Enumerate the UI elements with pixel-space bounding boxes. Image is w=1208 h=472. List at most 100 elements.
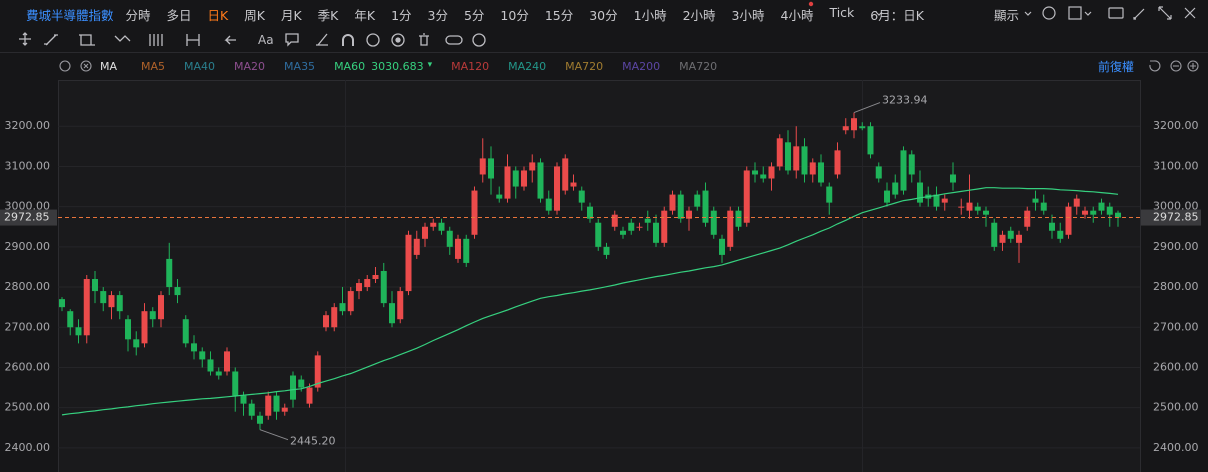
candle-body <box>149 311 156 320</box>
move-icon[interactable] <box>19 32 31 46</box>
ma-legend-item[interactable]: MA120 <box>451 59 490 73</box>
dropdown-caret[interactable] <box>875 11 883 16</box>
candle-body <box>562 158 569 191</box>
candle-body <box>158 295 164 320</box>
period-tab[interactable]: 4小時 <box>780 7 814 23</box>
y-tick-label-left: 2400.00 <box>5 441 51 454</box>
ma-legend-item[interactable]: MA5 <box>141 59 166 73</box>
y-tick-label-left: 2600.00 <box>5 360 51 373</box>
candle-body <box>521 170 527 187</box>
layout-icon[interactable] <box>1068 6 1082 20</box>
line-tool-icon[interactable] <box>44 34 58 46</box>
ma-legend-item[interactable]: MA720 <box>565 59 604 73</box>
candle-body <box>694 194 701 207</box>
note-tool-icon[interactable] <box>285 33 299 47</box>
camera-icon[interactable] <box>1108 7 1124 19</box>
period-tab[interactable]: 3小時 <box>731 7 765 23</box>
candle-body <box>801 146 808 175</box>
zoom-out-icon[interactable] <box>1170 60 1182 72</box>
instrument-title[interactable]: 費城半導體指數 <box>26 7 114 23</box>
lock-icon[interactable] <box>366 33 380 47</box>
y-tick-label-right: 2400.00 <box>1153 441 1199 454</box>
fib-tool-icon[interactable] <box>149 34 163 46</box>
ma-legend-item[interactable]: MA40 <box>184 59 216 73</box>
indicator-name[interactable]: MA <box>100 59 118 73</box>
link-icon[interactable] <box>445 35 463 45</box>
settings-icon[interactable] <box>59 60 71 72</box>
ma-legend-item[interactable]: MA720 <box>679 59 718 73</box>
y-tick-label-right: 2900.00 <box>1153 240 1199 253</box>
candle-body <box>735 210 742 227</box>
arrow-tool-icon[interactable] <box>224 35 236 45</box>
edit-icon[interactable] <box>1133 8 1145 20</box>
ma-legend-item[interactable]: MA35 <box>284 59 316 73</box>
candle-body <box>116 295 123 312</box>
candle-body <box>298 379 305 388</box>
eye-icon[interactable] <box>391 33 405 47</box>
period-tab[interactable]: 季K <box>317 7 339 23</box>
settings-icon[interactable] <box>472 33 486 47</box>
last-price-box-right <box>1141 209 1201 226</box>
period-tab[interactable]: 2小時 <box>682 7 716 23</box>
candle-body <box>826 186 833 203</box>
indicator-bar: MA MA5 MA40 MA20 MA35 MA60 3030.683 ▾ MA120 MA24… <box>0 54 1208 78</box>
plot-area <box>58 80 1140 472</box>
candle-body <box>108 295 115 308</box>
period-tab[interactable]: Tick <box>829 4 855 20</box>
period-tab[interactable]: 15分 <box>544 7 574 23</box>
period-tab[interactable]: 10分 <box>500 7 529 23</box>
measure-icon[interactable] <box>316 33 328 46</box>
period-tab[interactable]: 分時 <box>125 7 151 23</box>
adjust-mode[interactable]: 前復權 <box>1098 59 1135 74</box>
period-tab[interactable]: 6月：日K <box>870 7 924 23</box>
rect-tool-icon[interactable] <box>79 34 95 46</box>
close-icon[interactable] <box>80 60 92 72</box>
period-tab[interactable]: 多日 <box>166 7 192 23</box>
zoom-in-icon[interactable] <box>1187 60 1199 72</box>
y-tick-label-left: 2700.00 <box>5 320 51 333</box>
trash-icon[interactable] <box>419 33 429 46</box>
ma-legend-item[interactable]: MA60 <box>334 59 366 73</box>
period-toolbar: 費城半導體指數 分時 多日 日K 周K 月K 季K 年K 1分 3分 5分 10分 15分 30分 1小時… <box>0 0 1208 28</box>
candle-body <box>1032 198 1039 203</box>
candle-body <box>1065 206 1072 235</box>
reset-icon[interactable] <box>1149 60 1161 72</box>
dropdown-caret[interactable] <box>1084 11 1092 16</box>
period-tab[interactable]: 3分 <box>427 7 448 23</box>
period-tab[interactable]: 年K <box>354 7 376 23</box>
period-tab[interactable]: 5分 <box>463 7 485 23</box>
ma-legend-item[interactable]: MA240 <box>508 59 547 73</box>
wave-tool-icon[interactable] <box>114 35 131 42</box>
candle-body <box>1007 230 1014 239</box>
y-tick-label-left: 2500.00 <box>5 401 51 414</box>
ma-legend-item[interactable]: MA200 <box>622 59 661 73</box>
candle-body <box>488 158 494 179</box>
y-tick-label-left: 3100.00 <box>5 159 51 172</box>
settings-icon[interactable] <box>1042 6 1056 20</box>
period-tab[interactable]: 1小時 <box>633 7 667 23</box>
annotation-leader <box>259 429 289 441</box>
candle-body <box>455 238 461 259</box>
display-menu[interactable]: 顯示 <box>994 7 1020 23</box>
candle-body <box>875 166 882 179</box>
candle-body <box>677 194 684 219</box>
candle-body <box>380 270 387 304</box>
period-tab[interactable]: 周K <box>244 7 265 23</box>
text-tool[interactable]: Aa <box>258 33 274 47</box>
ma-legend-item[interactable]: MA20 <box>234 59 266 73</box>
period-tab[interactable]: 月K <box>280 7 302 23</box>
magnet-icon[interactable] <box>342 34 354 46</box>
period-tab[interactable]: 30分 <box>589 7 618 23</box>
candle-body <box>570 182 577 187</box>
period-tab[interactable]: 日K <box>207 7 229 23</box>
candle-body <box>438 222 445 231</box>
period-tab[interactable]: 1分 <box>391 7 412 23</box>
dropdown-caret[interactable] <box>1024 11 1032 16</box>
close-icon[interactable] <box>1184 7 1196 19</box>
range-tool-icon[interactable] <box>186 34 200 46</box>
candle-body <box>314 355 321 388</box>
candle-body <box>785 142 791 171</box>
expand-icon[interactable] <box>1158 6 1172 20</box>
candle-body <box>479 158 486 175</box>
candle-body <box>191 343 197 352</box>
